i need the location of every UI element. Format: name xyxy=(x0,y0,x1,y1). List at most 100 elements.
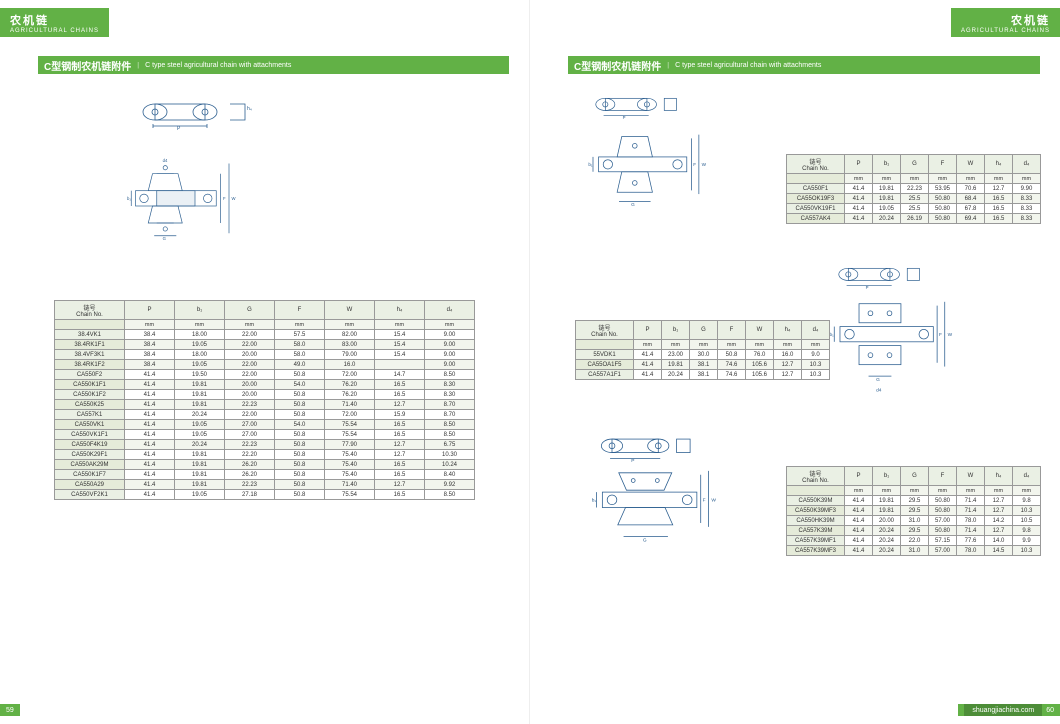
table-row: CA550HK39M41.420.0031.057.0078.014.210.5 xyxy=(787,516,1041,526)
col-b1: b₁ xyxy=(175,301,225,320)
svg-text:b₁: b₁ xyxy=(127,196,131,201)
svg-text:F: F xyxy=(703,498,706,504)
svg-text:W: W xyxy=(711,498,716,504)
table-row: CA550AK29M41.419.8126.2050.875.4016.510.… xyxy=(55,460,475,470)
table-row: CA550A2941.419.8122.2350.871.4012.79.92 xyxy=(55,480,475,490)
table-row: CA550K1F241.419.8120.0050.876.2016.58.30 xyxy=(55,390,475,400)
table-row: 38.4VF3K138.418.0020.0058.079.0015.49.00 xyxy=(55,350,475,360)
col-d4: d₄ xyxy=(802,321,830,340)
page-number-left: 59 xyxy=(6,707,14,714)
svg-text:b₁: b₁ xyxy=(588,162,593,167)
table-row: 38.4VK138.418.0022.0057.582.0015.49.00 xyxy=(55,330,475,340)
svg-text:d4: d4 xyxy=(876,387,882,393)
diagram-link-r1: P xyxy=(585,94,695,120)
svg-text:P: P xyxy=(631,458,634,464)
header-tab-left: 农机链 AGRICULTURAL CHAINS xyxy=(0,8,109,37)
table-head: 链号Chain No.Pb₁GFWh₄d₄ mmmmmmmmmmmmmm xyxy=(55,301,475,330)
svg-text:h₄: h₄ xyxy=(247,106,252,112)
col-b1: b₁ xyxy=(873,467,901,486)
table-row: CA550VK19F141.419.0525.550.8067.816.58.3… xyxy=(787,204,1041,214)
table-row: CA557K39MF141.420.2422.057.1577.614.09.9 xyxy=(787,536,1041,546)
svg-text:P: P xyxy=(866,285,869,290)
diagram-att-r2: Gb₁ WFd4 xyxy=(822,298,957,398)
col-chain: 链号Chain No. xyxy=(787,467,845,486)
table-row: CA550K1F141.419.8120.0054.076.2016.58.30 xyxy=(55,380,475,390)
title-bar-right: C型钢制农机链附件 | C type steel agricultural ch… xyxy=(568,56,1040,74)
table-row: CA550K1F741.419.8126.2050.875.4016.58.40 xyxy=(55,470,475,480)
svg-text:W: W xyxy=(232,196,236,201)
table-row: CA557K141.420.2422.0050.872.0015.98.70 xyxy=(55,410,475,420)
col-F: F xyxy=(929,467,957,486)
table-row: CA550F4K1941.420.2422.2350.877.9012.76.7… xyxy=(55,440,475,450)
diagram-att-r3: P Gb₁ WF xyxy=(585,430,720,560)
col-F: F xyxy=(718,321,746,340)
page-left: 农机链 AGRICULTURAL CHAINS C型钢制农机链附件 | C ty… xyxy=(0,0,530,724)
footer-site: shuangjiachina.com xyxy=(964,704,1042,716)
title-en: C type steel agricultural chain with att… xyxy=(145,62,291,69)
svg-text:F: F xyxy=(939,332,942,338)
col-G: G xyxy=(901,155,929,174)
col-d4: d₄ xyxy=(425,301,475,320)
col-h4: h₄ xyxy=(375,301,425,320)
table-row: CA550K2541.419.8122.2350.871.4012.78.70 xyxy=(55,400,475,410)
col-h4: h₄ xyxy=(985,467,1013,486)
footer-left: 59 xyxy=(0,704,20,716)
col-h4: h₄ xyxy=(774,321,802,340)
svg-text:b₁: b₁ xyxy=(592,498,597,504)
svg-text:P: P xyxy=(177,126,181,130)
col-G: G xyxy=(690,321,718,340)
svg-text:G: G xyxy=(876,377,880,383)
table-row: CA557K39M41.420.2429.550.8071.412.79.8 xyxy=(787,526,1041,536)
svg-text:W: W xyxy=(948,332,953,338)
col-G: G xyxy=(225,301,275,320)
svg-text:F: F xyxy=(223,196,226,201)
col-b1: b₁ xyxy=(662,321,690,340)
svg-text:F: F xyxy=(693,162,696,167)
svg-text:P: P xyxy=(623,115,626,120)
col-F: F xyxy=(275,301,325,320)
col-P: P xyxy=(845,155,873,174)
title-bar-left: C型钢制农机链附件 | C type steel agricultural ch… xyxy=(38,56,509,74)
col-chain: 链号Chain No. xyxy=(576,321,634,340)
col-W: W xyxy=(325,301,375,320)
spec-table-left: 链号Chain No.Pb₁GFWh₄d₄ mmmmmmmmmmmmmm 38.… xyxy=(54,300,475,500)
table-row: CA557A1F141.420.2438.174.6105.612.710.3 xyxy=(576,370,830,380)
svg-text:G: G xyxy=(163,236,166,240)
svg-text:W: W xyxy=(702,162,707,167)
spec-table-r1: 链号Chain No.Pb₁GFWh₄d₄mmmmmmmmmmmmmm CA55… xyxy=(786,154,1041,224)
col-P: P xyxy=(634,321,662,340)
col-W: W xyxy=(746,321,774,340)
table-row: CA550VK1F141.419.0527.0050.875.5416.58.5… xyxy=(55,430,475,440)
header-en: AGRICULTURAL CHAINS xyxy=(10,28,99,34)
spec-table-r3: 链号Chain No.Pb₁GFWh₄d₄mmmmmmmmmmmmmm CA55… xyxy=(786,466,1041,556)
svg-text:d4: d4 xyxy=(163,158,168,163)
col-d4: d₄ xyxy=(1013,467,1041,486)
table-row: CA550F241.419.5022.0050.872.0014.78.50 xyxy=(55,370,475,380)
col-W: W xyxy=(957,467,985,486)
table-row: CA557K39MF341.420.2431.057.0078.014.510.… xyxy=(787,546,1041,556)
table-row: 55VDK141.423.0030.050.876.016.09.0 xyxy=(576,350,830,360)
svg-text:b₁: b₁ xyxy=(830,332,835,338)
diagram-att-r1: Gb₁WF xyxy=(580,128,710,223)
diagram-link-top-left: Ph₄ xyxy=(135,100,255,130)
header-cn: 农机链 xyxy=(10,12,99,28)
diagram-link-r2: P xyxy=(828,264,938,290)
table-row: CA550K29F141.419.8122.2050.875.4012.710.… xyxy=(55,450,475,460)
page-number-right: 60 xyxy=(1046,707,1054,714)
svg-text:G: G xyxy=(643,537,647,543)
diagram-attachment-left: d4 b₁ W F G xyxy=(118,155,238,240)
header-tab-right: 农机链 AGRICULTURAL CHAINS xyxy=(951,8,1060,37)
title-cn: C型钢制农机链附件 xyxy=(38,58,131,73)
col-F: F xyxy=(929,155,957,174)
col-P: P xyxy=(125,301,175,320)
spec-table-r2: 链号Chain No.Pb₁GFWh₄d₄mmmmmmmmmmmmmm 55VD… xyxy=(575,320,830,380)
table-row: CA55OA1F541.419.8138.174.6105.612.710.3 xyxy=(576,360,830,370)
col-P: P xyxy=(845,467,873,486)
table-row: 38.4RK1F238.419.0522.0049.016.09.00 xyxy=(55,360,475,370)
col-b1: b₁ xyxy=(873,155,901,174)
col-chain: 链号Chain No. xyxy=(787,155,845,174)
col-chain: 链号Chain No. xyxy=(55,301,125,320)
col-G: G xyxy=(901,467,929,486)
table-row: CA550K39M41.419.8129.550.8071.412.79.8 xyxy=(787,496,1041,506)
table-row: CA550VF2K141.419.0527.1850.875.5416.58.5… xyxy=(55,490,475,500)
